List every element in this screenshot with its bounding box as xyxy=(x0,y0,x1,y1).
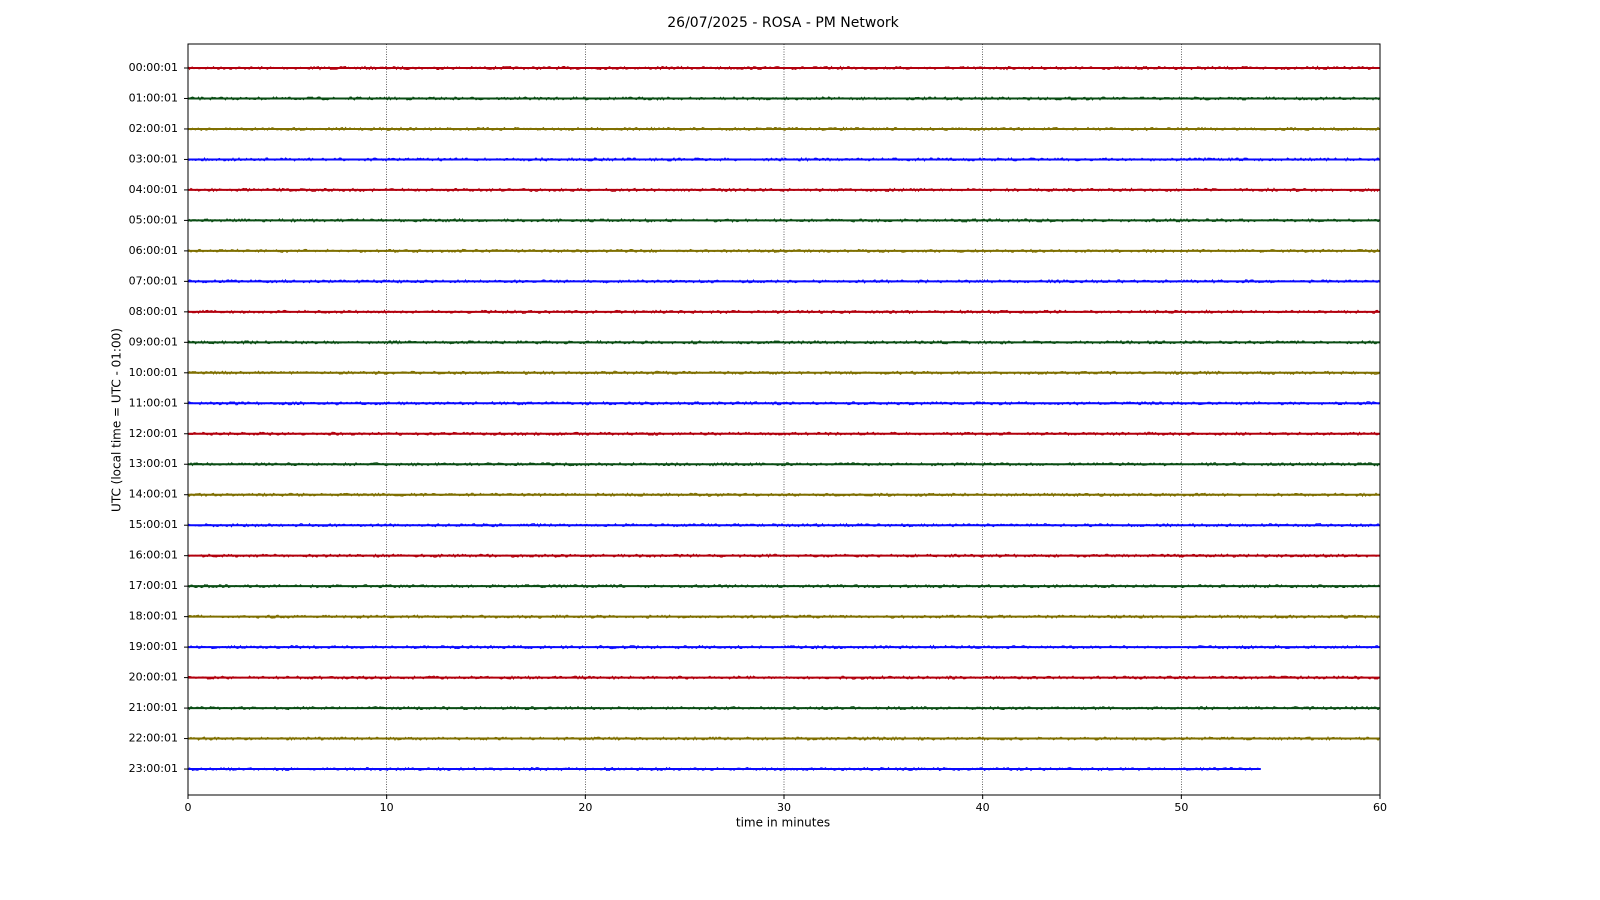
x-tick-label: 0 xyxy=(185,801,192,814)
y-tick-label: 07:00:01 xyxy=(129,274,178,287)
y-tick-label: 01:00:01 xyxy=(129,91,178,104)
y-tick-label: 12:00:01 xyxy=(129,427,178,440)
x-tick-label: 40 xyxy=(976,801,990,814)
y-tick-label: 05:00:01 xyxy=(129,213,178,226)
y-tick-label: 06:00:01 xyxy=(129,244,178,257)
y-axis-label: UTC (local time = UTC - 01:00) xyxy=(110,328,124,512)
y-tick-label: 11:00:01 xyxy=(129,396,178,409)
y-tick-label: 20:00:01 xyxy=(129,671,178,684)
y-tick-label: 18:00:01 xyxy=(129,610,178,623)
y-tick-label: 22:00:01 xyxy=(129,732,178,745)
y-tick-label: 10:00:01 xyxy=(129,366,178,379)
plot-frame xyxy=(187,43,1381,796)
y-tick-label: 19:00:01 xyxy=(129,640,178,653)
chart-title: 26/07/2025 - ROSA - PM Network xyxy=(667,15,899,31)
y-tick-label: 16:00:01 xyxy=(129,549,178,562)
y-tick-label: 00:00:01 xyxy=(129,61,178,74)
x-axis-label: time in minutes xyxy=(736,816,830,830)
x-tick-label: 50 xyxy=(1174,801,1188,814)
y-tick-label: 15:00:01 xyxy=(129,518,178,531)
y-tick-label: 08:00:01 xyxy=(129,305,178,318)
y-tick-label: 14:00:01 xyxy=(129,488,178,501)
x-tick-label: 60 xyxy=(1373,801,1387,814)
y-tick-label: 04:00:01 xyxy=(129,183,178,196)
y-tick-label: 02:00:01 xyxy=(129,122,178,135)
x-tick-label: 20 xyxy=(578,801,592,814)
y-tick-label: 21:00:01 xyxy=(129,701,178,714)
y-tick-label: 09:00:01 xyxy=(129,335,178,348)
y-tick-label: 23:00:01 xyxy=(129,762,178,775)
x-tick-label: 30 xyxy=(777,801,791,814)
x-tick-label: 10 xyxy=(380,801,394,814)
y-tick-label: 13:00:01 xyxy=(129,457,178,470)
y-tick-label: 17:00:01 xyxy=(129,579,178,592)
y-tick-label: 03:00:01 xyxy=(129,152,178,165)
